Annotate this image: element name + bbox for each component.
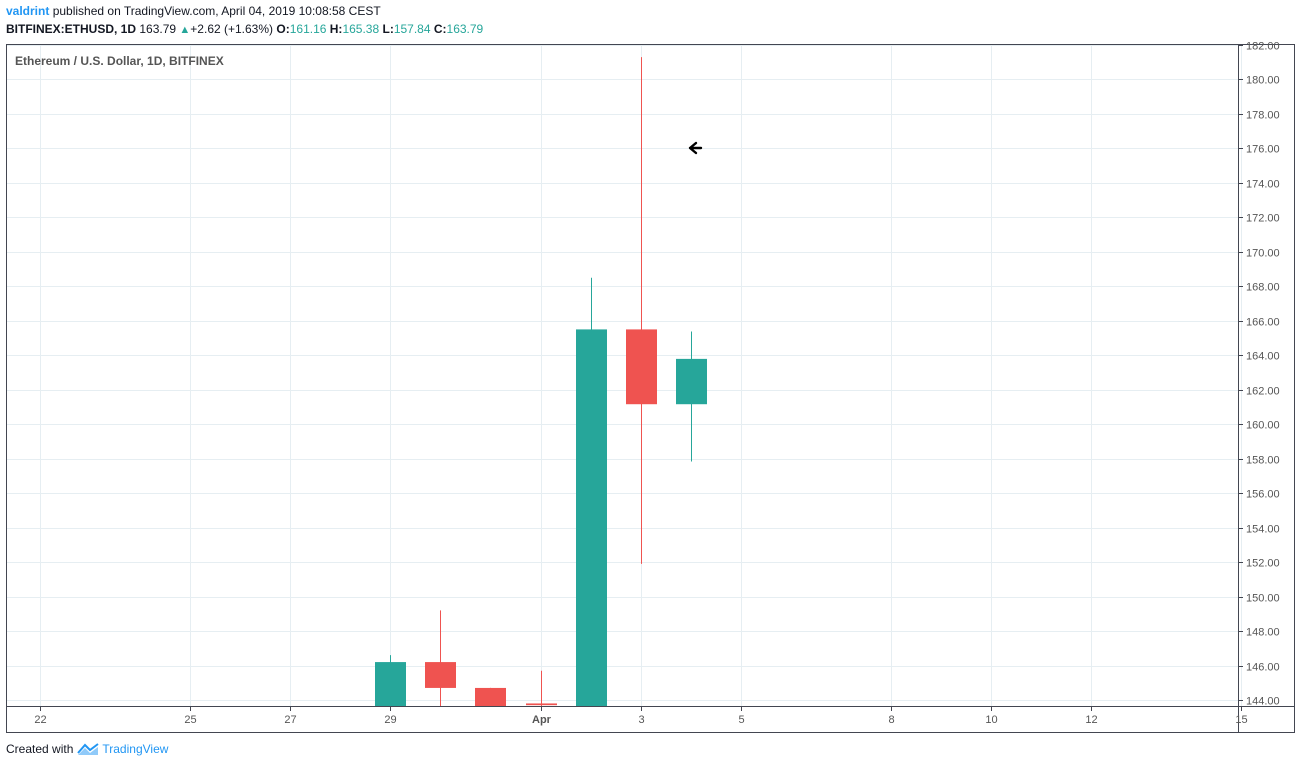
y-tick-label: 162.00 bbox=[1246, 386, 1280, 398]
x-tick-label: 3 bbox=[638, 714, 644, 726]
x-tick-label: 5 bbox=[738, 714, 744, 726]
close-label: C: bbox=[433, 22, 447, 36]
tradingview-logo-icon bbox=[77, 743, 99, 755]
y-tick-label: 164.00 bbox=[1246, 351, 1280, 363]
candle-body bbox=[475, 687, 506, 706]
footer: Created with TradingView bbox=[6, 742, 168, 756]
x-tick-label: Apr bbox=[532, 714, 552, 726]
y-tick-label: 170.00 bbox=[1246, 248, 1280, 260]
low-label: L: bbox=[382, 22, 394, 36]
candle-down[interactable] bbox=[526, 670, 557, 718]
y-tick-label: 172.00 bbox=[1246, 213, 1280, 225]
candle-up[interactable] bbox=[375, 655, 406, 717]
y-tick-label: 150.00 bbox=[1246, 593, 1280, 605]
y-tick-label: 168.00 bbox=[1246, 282, 1280, 294]
y-tick-label: 178.00 bbox=[1246, 110, 1280, 122]
candle-up[interactable] bbox=[676, 331, 707, 462]
x-tick-label: 25 bbox=[184, 714, 196, 726]
y-tick-label: 160.00 bbox=[1246, 420, 1280, 432]
candle-body bbox=[576, 329, 607, 706]
candle-down[interactable] bbox=[475, 687, 506, 717]
y-tick-label: 174.00 bbox=[1246, 179, 1280, 191]
price-axis: 144.00 146.00 148.00 150.00 152.00 154.00 156.… bbox=[1238, 41, 1280, 708]
x-tick-label: 29 bbox=[384, 714, 396, 726]
y-tick-label: 146.00 bbox=[1246, 662, 1280, 674]
x-tick-label: 15 bbox=[1235, 714, 1247, 726]
candle-up[interactable] bbox=[576, 277, 607, 718]
y-tick-label: 144.00 bbox=[1246, 696, 1280, 708]
y-tick-label: 158.00 bbox=[1246, 455, 1280, 467]
candle-body bbox=[425, 662, 456, 688]
candles bbox=[375, 57, 707, 718]
published-text: published on TradingView.com, April 04, … bbox=[52, 4, 381, 18]
x-tick-label: 12 bbox=[1085, 714, 1097, 726]
open-value: 161.16 bbox=[289, 22, 327, 36]
tradingview-link[interactable]: TradingView bbox=[102, 742, 169, 756]
y-tick-label: 180.00 bbox=[1246, 75, 1280, 87]
y-tick-label: 156.00 bbox=[1246, 489, 1280, 501]
candle-down[interactable] bbox=[425, 610, 456, 708]
high-value: 165.38 bbox=[342, 22, 380, 36]
author-link[interactable]: valdrint bbox=[6, 4, 50, 18]
x-tick-label: 10 bbox=[985, 714, 997, 726]
candle-body bbox=[375, 662, 406, 706]
y-tick-label: 154.00 bbox=[1246, 524, 1280, 536]
candle-body bbox=[676, 358, 707, 405]
chart-frame bbox=[6, 44, 1295, 733]
y-tick-label: 176.00 bbox=[1246, 144, 1280, 156]
time-axis: 22 25 27 29 Apr 3 5 8 10 12 15 bbox=[34, 706, 1248, 726]
last-price: 163.79 bbox=[139, 22, 177, 36]
high-label: H: bbox=[329, 22, 343, 36]
publish-info: valdrint published on TradingView.com, A… bbox=[6, 4, 381, 18]
y-tick-label: 166.00 bbox=[1246, 317, 1280, 329]
open-label: O: bbox=[276, 22, 290, 36]
ohlc-legend: BITFINEX:ETHUSD, 1D 163.79 ▲+2.62 (+1.63… bbox=[6, 22, 483, 36]
x-tick-label: 22 bbox=[34, 714, 46, 726]
change-up-icon: ▲ bbox=[179, 24, 191, 36]
chart-title: Ethereum / U.S. Dollar, 1D, BITFINEX bbox=[15, 54, 224, 68]
y-tick-label: 148.00 bbox=[1246, 627, 1280, 639]
y-tick-label: 152.00 bbox=[1246, 558, 1280, 570]
y-tick-label: 182.00 bbox=[1246, 41, 1280, 53]
candle-body bbox=[626, 329, 657, 405]
change-value: +2.62 (+1.63%) bbox=[190, 22, 274, 36]
created-with-label: Created with bbox=[6, 742, 74, 756]
x-tick-label: 8 bbox=[888, 714, 894, 726]
chart-grid bbox=[7, 45, 1242, 706]
candle-down[interactable] bbox=[626, 57, 657, 564]
low-value: 157.84 bbox=[393, 22, 431, 36]
arrow-left-icon bbox=[688, 141, 703, 155]
candle-body bbox=[526, 703, 557, 706]
close-value: 163.79 bbox=[446, 22, 484, 36]
symbol-label: BITFINEX:ETHUSD, 1D bbox=[6, 22, 137, 36]
x-tick-label: 27 bbox=[284, 714, 296, 726]
